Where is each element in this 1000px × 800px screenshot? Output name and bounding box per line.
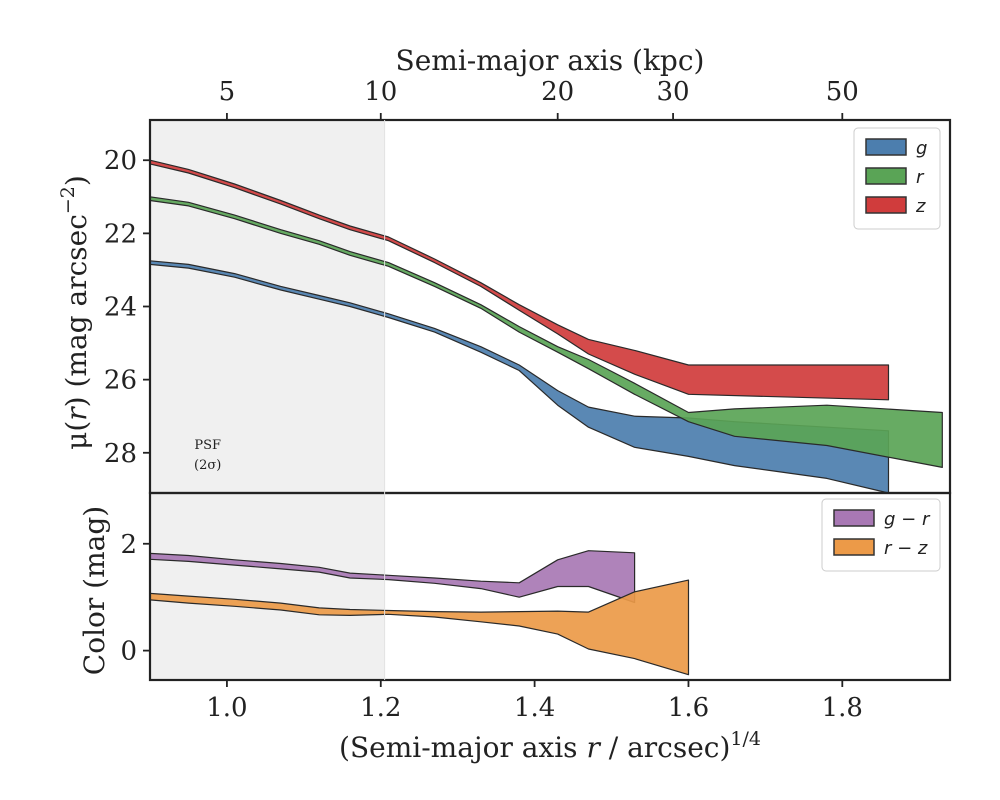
top-x-axis-title: Semi-major axis (kpc) xyxy=(396,44,705,77)
ylabel-part-3: ) (mag arcsec xyxy=(60,214,93,407)
ylabel-part-5: ) xyxy=(60,175,93,186)
x-tick-label: 1.0 xyxy=(206,693,247,723)
color-y-axis-title: Color (mag) xyxy=(78,506,111,675)
color-legend: g − r r − z xyxy=(821,498,941,572)
surface-brightness-legend-swatch xyxy=(865,196,907,214)
color-y-tick-label: 2 xyxy=(120,530,137,560)
top-x-tick-label: 20 xyxy=(541,77,574,107)
ylabel-part-4: −2 xyxy=(57,186,79,214)
psf-annotation-sigma: (2σ) xyxy=(194,458,221,473)
surface-brightness-legend-entry-label: g xyxy=(916,138,927,159)
top-x-tick-label: 50 xyxy=(826,77,859,107)
top-x-tick-label: 5 xyxy=(219,77,236,107)
y-tick-label: 28 xyxy=(104,439,137,469)
xlabel-part-1: (Semi-major axis xyxy=(339,731,586,764)
y-tick-label: 26 xyxy=(104,366,137,396)
psf-annotation-label: PSF xyxy=(194,438,221,453)
x-tick-label: 1.6 xyxy=(668,693,709,723)
x-tick-label: 1.8 xyxy=(822,693,863,723)
color-panel-frame xyxy=(148,491,952,682)
surface-brightness-legend-swatch xyxy=(865,167,907,185)
color-legend-entry-label: g − r xyxy=(884,509,931,530)
color-legend-entry-label: r − z xyxy=(884,538,928,559)
color-legend-swatch xyxy=(833,538,875,556)
ylabel-part-2: r xyxy=(60,406,93,421)
y-tick-label: 20 xyxy=(104,146,137,176)
surface-brightness-legend-entry-label: z xyxy=(915,196,926,217)
psf-shaded-region-top xyxy=(150,120,385,493)
ylabel-part-1: μ( xyxy=(60,421,93,450)
xlabel-part-3: / arcsec) xyxy=(600,731,731,764)
color-y-tick-label: 0 xyxy=(120,637,137,667)
surface-brightness-legend-entry-label: r xyxy=(916,167,925,188)
band-z xyxy=(149,159,890,401)
top-x-tick-label: 10 xyxy=(364,77,397,107)
surface-brightness-legend-swatch xyxy=(865,138,907,156)
y-tick-label: 22 xyxy=(104,219,137,249)
y-tick-label: 24 xyxy=(104,293,137,323)
axis-ticks: 20 22 24 26 28 0 2 1.0 1.2 1.4 1.6 1.8 5 10 20 30 50 xyxy=(104,77,863,723)
band-r xyxy=(149,196,943,468)
x-tick-label: 1.4 xyxy=(514,693,555,723)
x-axis-title: (Semi-major axis r / arcsec)1/4 xyxy=(339,728,761,764)
color-series xyxy=(149,550,690,676)
x-tick-label: 1.2 xyxy=(360,693,401,723)
color-legend-swatch xyxy=(833,509,875,527)
band-rz xyxy=(149,579,690,676)
xlabel-part-2: r xyxy=(586,731,601,764)
xlabel-part-4: 1/4 xyxy=(730,728,761,750)
psf-shaded-region-bottom xyxy=(150,493,385,680)
surface-brightness-y-axis-title: μ(r) (mag arcsec−2) xyxy=(57,175,93,450)
top-x-tick-label: 30 xyxy=(657,77,690,107)
surface-brightness-legend: grz xyxy=(853,127,941,230)
